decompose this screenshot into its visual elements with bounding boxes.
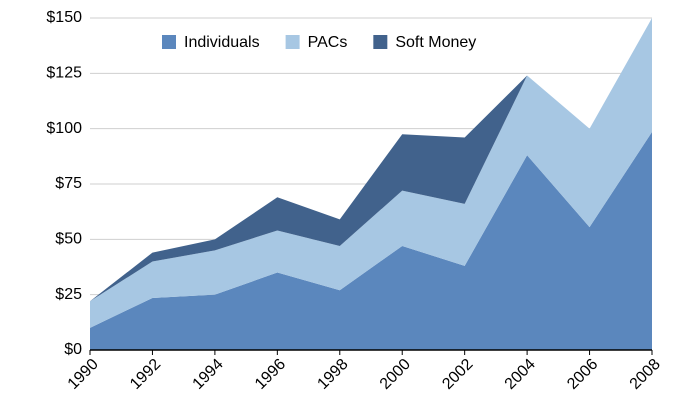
x-tick-label: 1990	[65, 356, 102, 393]
x-tick-label: 1996	[252, 356, 289, 393]
legend-label: Soft Money	[395, 34, 476, 51]
legend-swatch	[162, 35, 176, 49]
legend-swatch	[285, 35, 300, 49]
y-tick-label: $75	[55, 175, 82, 192]
x-tick-label: 2002	[439, 356, 476, 393]
x-tick-label: 1992	[127, 356, 164, 393]
y-tick-label: $150	[46, 9, 82, 26]
x-tick-label: 1994	[190, 356, 227, 393]
y-tick-label: $50	[55, 231, 82, 248]
legend-label: PACs	[308, 34, 348, 51]
area	[90, 18, 652, 302]
x-tick-label: 2000	[377, 356, 414, 393]
x-tick-label: 2004	[502, 356, 539, 393]
legend-swatch	[373, 35, 388, 49]
x-tick-label: 1998	[314, 356, 351, 393]
x-tick-label: 2008	[627, 356, 664, 393]
area	[90, 18, 652, 328]
area	[90, 131, 652, 350]
y-tick-label: $0	[64, 341, 82, 358]
y-tick-label: $100	[46, 120, 82, 137]
y-tick-label: $25	[55, 286, 82, 303]
legend-label: Individuals	[184, 34, 260, 51]
x-tick-label: 2006	[564, 356, 601, 393]
y-tick-label: $125	[46, 65, 82, 82]
